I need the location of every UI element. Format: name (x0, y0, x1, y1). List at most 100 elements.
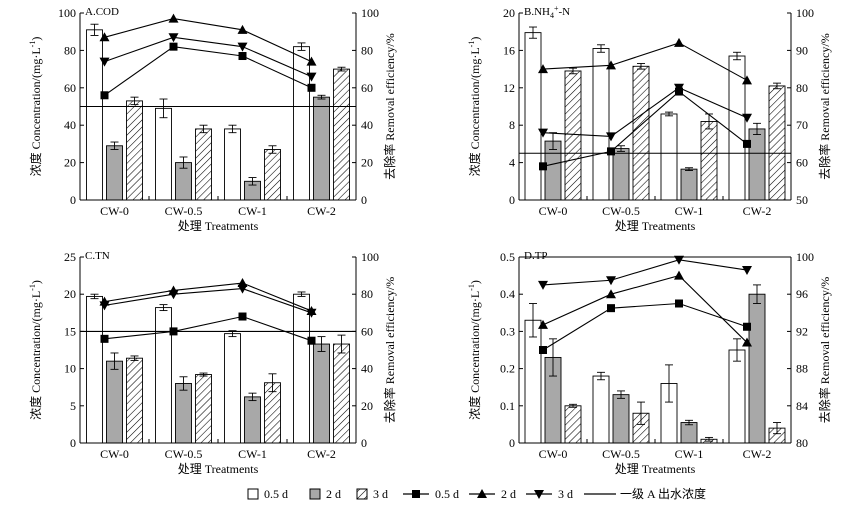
bar (195, 128, 212, 201)
y2-tick-label: 0 (361, 193, 367, 207)
bar (224, 128, 241, 201)
y-tick-label: 4 (509, 156, 515, 170)
triangle-down-marker (538, 128, 548, 138)
square-marker (539, 346, 547, 354)
bar (748, 293, 766, 444)
x-tick-label: CW-0.5 (165, 447, 203, 461)
y-tick-label: 100 (58, 6, 76, 20)
legend-label-line-3: 3 d (558, 487, 573, 501)
legend: 0.5 d 2 d 3 d 0.5 d 2 d 3 d 一级 A 出水浓度 (247, 486, 706, 501)
y2-tick-label: 100 (796, 250, 814, 264)
legend-swatch-bar-2 (309, 488, 321, 500)
title-subscript: 4 (550, 11, 554, 20)
x-tick-label: CW-0 (539, 447, 568, 461)
bar (592, 375, 610, 444)
y-tick-label: 8 (509, 118, 515, 132)
panel-title: D.TP (524, 250, 548, 262)
square-marker (100, 334, 109, 343)
y-label-end: ) (29, 37, 43, 41)
triangle-down-marker (99, 57, 110, 67)
x-tick-label: CW-2 (307, 204, 336, 218)
bar (333, 68, 350, 201)
triangle-down-marker (168, 290, 179, 300)
x-tick-label: CW-0 (539, 204, 568, 218)
legend-label-standard: 一级 A 出水浓度 (620, 486, 706, 501)
bar (768, 85, 786, 201)
y-axis-label-right: 去除率 Removal efficiency/% (817, 277, 832, 423)
triangle-down-marker (237, 42, 248, 52)
triangle-up-marker (674, 37, 684, 47)
y2-tick-label: 80 (361, 287, 373, 301)
y2-tick-label: 100 (361, 6, 379, 20)
legend-label-line-2: 2 d (501, 487, 516, 501)
y-tick-label: 0 (70, 193, 76, 207)
y-tick-label: 12 (503, 81, 515, 95)
legend-marker-triangle-up (477, 489, 487, 498)
y-axis-label-right: 去除率 Removal efficiency/% (382, 33, 397, 179)
bar (680, 168, 698, 201)
y-axis-label-left: 浓度 Concentration/(mg·L-1) (28, 280, 43, 420)
bar (195, 374, 212, 444)
series-line (542, 274, 748, 343)
square-marker (100, 91, 109, 100)
triangle-up-marker (742, 75, 752, 85)
square-marker (539, 162, 547, 171)
y-tick-label: 60 (64, 81, 76, 95)
panel-title: B.NH4+-N (524, 4, 570, 20)
title-end: -N (559, 6, 571, 18)
x-tick-label: CW-2 (743, 204, 772, 218)
triangle-down-marker (606, 276, 616, 286)
triangle-up-marker (606, 289, 616, 299)
y2-tick-label: 40 (361, 362, 373, 376)
y-tick-label: 16 (503, 43, 515, 57)
y-tick-label: 15 (64, 324, 76, 338)
y-tick-label: 10 (64, 362, 76, 376)
y-tick-label: 25 (64, 250, 76, 264)
bar (728, 349, 746, 444)
y2-tick-label: 80 (361, 43, 373, 57)
triangle-down-marker (674, 255, 684, 265)
legend-label-bar-2: 2 d (326, 487, 341, 501)
bar (106, 145, 123, 201)
x-axis-label: 处理 Treatments (178, 219, 259, 233)
series-line (542, 90, 748, 167)
y-tick-label: 0 (509, 193, 515, 207)
triangle-up-marker (237, 24, 248, 34)
panel-title: A.COD (85, 6, 119, 18)
x-tick-label: CW-0 (100, 447, 129, 461)
bar (264, 149, 281, 201)
bar (86, 295, 103, 444)
triangle-up-marker (306, 56, 317, 66)
legend-swatch-bar-05 (247, 488, 259, 500)
y2-tick-label: 20 (361, 399, 373, 413)
triangle-down-marker (742, 266, 752, 276)
triangle-down-marker (237, 284, 248, 294)
triangle-up-marker (606, 60, 616, 70)
series-line (104, 315, 312, 342)
bar (524, 32, 542, 201)
y2-tick-label: 90 (796, 43, 808, 57)
series-line (104, 36, 312, 78)
series-line (104, 288, 312, 314)
x-tick-label: CW-0 (100, 204, 129, 218)
panel-4: 0 0.1 0.2 0.3 0.4 0.5 80 84 88 92 96 100 CW-0 CW-0.5 C… (467, 250, 832, 476)
y-tick-label: 0.4 (500, 287, 515, 301)
y-label-superscript: -1 (467, 41, 476, 48)
y-tick-label: 0.5 (500, 250, 515, 264)
y-label-superscript: -1 (467, 284, 476, 291)
y-tick-label: 5 (70, 399, 76, 413)
y2-tick-label: 100 (796, 6, 814, 20)
series-line (104, 18, 312, 63)
bar (155, 107, 172, 201)
y-label-end: ) (29, 280, 43, 284)
y-tick-label: 0.2 (500, 362, 515, 376)
bar (106, 360, 123, 444)
x-tick-label: CW-2 (743, 447, 772, 461)
bar (660, 113, 678, 201)
x-tick-label: CW-0.5 (602, 204, 640, 218)
y-label-end: ) (468, 37, 482, 41)
square-marker (607, 304, 615, 313)
bar (592, 48, 610, 201)
bar (612, 394, 630, 444)
